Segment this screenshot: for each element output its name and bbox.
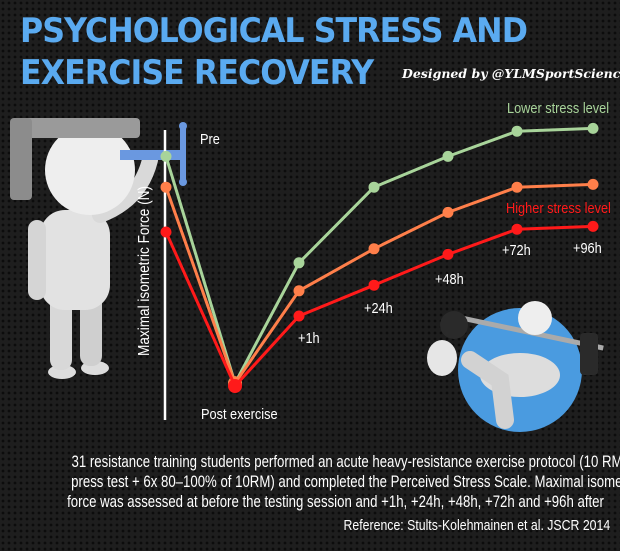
tick-label-72h: +72h	[502, 242, 531, 259]
data-point-1-2	[293, 285, 305, 297]
data-point-1-6	[587, 178, 599, 190]
data-point-1-5	[511, 181, 523, 193]
data-point-1-4	[442, 206, 454, 218]
data-point-0-2	[293, 257, 305, 269]
data-point-0-0	[160, 150, 172, 162]
tick-label-pre: Pre	[200, 131, 220, 148]
clamp-head-figure-icon	[10, 118, 187, 379]
y-axis-label: Maximal isometric Force (N)	[136, 185, 153, 356]
data-point-2-0	[160, 226, 172, 238]
description-line-1: 31 resistance training students performe…	[71, 453, 620, 471]
bench-press-figure-icon	[427, 301, 604, 432]
data-point-0-3	[368, 181, 380, 193]
tick-label-1h: +1h	[298, 330, 320, 347]
legend-lower-stress: Lower stress level	[507, 100, 610, 117]
data-point-0-6	[587, 122, 599, 134]
data-point-2-4	[442, 248, 454, 260]
data-point-2-3	[368, 279, 380, 291]
data-point-2-1	[228, 379, 242, 393]
title-line-2: Exercise Recovery	[20, 53, 374, 93]
data-point-1-3	[368, 243, 380, 255]
tick-label-24h: +24h	[364, 300, 393, 317]
description-line-2: press test + 6x 80–100% of 10RM) and com…	[71, 473, 620, 491]
tick-label-post: Post exercise	[201, 406, 278, 423]
page-title: Psychological Stress and Exercise Recove…	[20, 10, 528, 94]
tick-label-48h: +48h	[435, 271, 464, 288]
tick-label-96h: +96h	[573, 240, 602, 257]
reference: Reference: Stults-Kolehmainen et al. JSC…	[343, 517, 610, 534]
data-point-1-0	[160, 181, 172, 193]
description: 31 resistance training students performe…	[0, 452, 620, 512]
data-point-0-5	[511, 125, 523, 137]
title-line-1: Psychological Stress and	[20, 11, 528, 51]
description-line-3: force was assessed at before the testing…	[67, 493, 604, 511]
data-point-2-6	[587, 220, 599, 232]
data-point-0-4	[442, 150, 454, 162]
data-point-2-2	[293, 310, 305, 322]
designed-by: Designed by @YLMSportScience	[402, 66, 620, 81]
data-point-2-5	[511, 223, 523, 235]
legend-higher-stress: Higher stress level	[506, 200, 611, 217]
